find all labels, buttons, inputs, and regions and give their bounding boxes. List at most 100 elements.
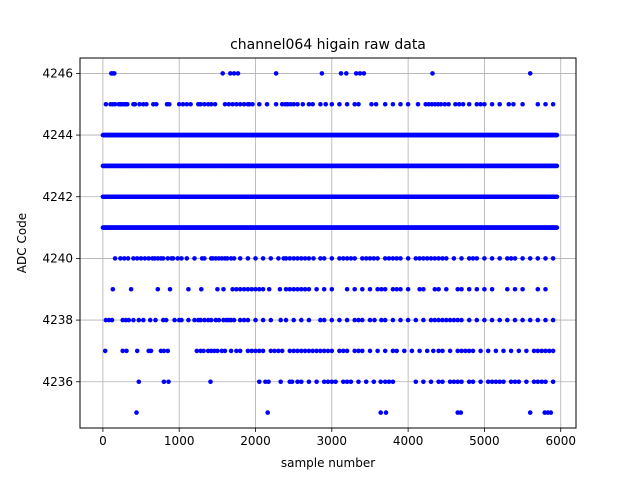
data-point (295, 101, 300, 107)
data-point (459, 348, 464, 354)
data-point (306, 286, 312, 292)
data-point (543, 256, 548, 261)
data-point (512, 286, 518, 292)
data-point (535, 101, 541, 107)
data-point (283, 256, 289, 261)
data-point (192, 256, 197, 261)
data-point (321, 286, 327, 292)
data-point (497, 317, 503, 323)
data-point (264, 101, 270, 107)
data-point (237, 286, 243, 292)
data-point (147, 317, 153, 323)
data-point (460, 101, 466, 107)
data-point (554, 132, 560, 138)
data-point (329, 286, 335, 292)
data-point (321, 348, 327, 354)
data-point (235, 71, 241, 76)
data-point (268, 256, 274, 261)
data-point (234, 286, 239, 292)
data-point (299, 317, 304, 323)
data-point (276, 256, 281, 261)
data-point (466, 286, 472, 292)
data-point (505, 286, 510, 292)
data-point (421, 379, 426, 385)
data-point (382, 256, 388, 261)
data-point (394, 256, 400, 261)
data-point (470, 348, 476, 354)
data-point (153, 317, 158, 323)
data-point (489, 256, 495, 261)
data-point (230, 101, 235, 107)
plot-frame (79, 57, 577, 429)
data-point (459, 286, 464, 292)
x-tick-label: 2000 (240, 434, 271, 448)
data-point (527, 410, 533, 415)
data-point (459, 256, 464, 261)
data-point (318, 317, 323, 323)
data-point (520, 286, 525, 292)
data-point (131, 256, 136, 261)
data-point (112, 71, 117, 76)
data-point (300, 101, 306, 107)
data-point (321, 256, 327, 261)
data-point (341, 256, 346, 261)
data-point (436, 256, 441, 261)
y-tick-label: 4246 (42, 66, 73, 80)
data-point (372, 317, 377, 323)
y-axis-label: ADC Code (15, 213, 29, 273)
data-point (291, 348, 297, 354)
data-point (489, 379, 495, 385)
data-point (527, 317, 533, 323)
data-point (421, 317, 426, 323)
data-point (436, 379, 441, 385)
data-point (438, 101, 444, 107)
data-point (383, 410, 389, 415)
data-point (208, 317, 214, 323)
data-point (299, 379, 304, 385)
data-point (535, 379, 541, 385)
data-point (352, 348, 358, 354)
data-point (202, 256, 207, 261)
data-point (333, 379, 338, 385)
data-point (321, 379, 327, 385)
data-point (112, 256, 118, 261)
data-point (360, 317, 365, 323)
data-point (378, 379, 384, 385)
data-point (539, 348, 544, 354)
data-point (466, 348, 472, 354)
data-point (202, 101, 207, 107)
data-point (226, 101, 232, 107)
data-point (245, 256, 251, 261)
data-point (543, 286, 548, 292)
data-point (361, 71, 367, 76)
data-point (520, 101, 525, 107)
data-point (493, 348, 499, 354)
data-point (524, 348, 529, 354)
data-point (120, 348, 125, 354)
data-point (160, 256, 166, 261)
data-point (482, 286, 487, 292)
data-point (493, 379, 499, 385)
data-point (319, 71, 325, 76)
data-point (306, 348, 312, 354)
data-point (318, 101, 323, 107)
data-point (459, 317, 464, 323)
data-point (535, 256, 541, 261)
data-point (356, 348, 361, 354)
data-point (440, 317, 445, 323)
x-tick-label: 6000 (545, 434, 576, 448)
data-point (415, 101, 421, 107)
data-point (352, 317, 358, 323)
data-point (386, 379, 392, 385)
data-point (405, 317, 411, 323)
data-point (257, 286, 262, 292)
data-point (241, 286, 247, 292)
data-point (192, 317, 197, 323)
data-point (257, 379, 262, 385)
data-point (283, 317, 289, 323)
data-point (310, 348, 316, 354)
data-point (253, 256, 258, 261)
data-point (295, 286, 300, 292)
data-point (382, 379, 388, 385)
